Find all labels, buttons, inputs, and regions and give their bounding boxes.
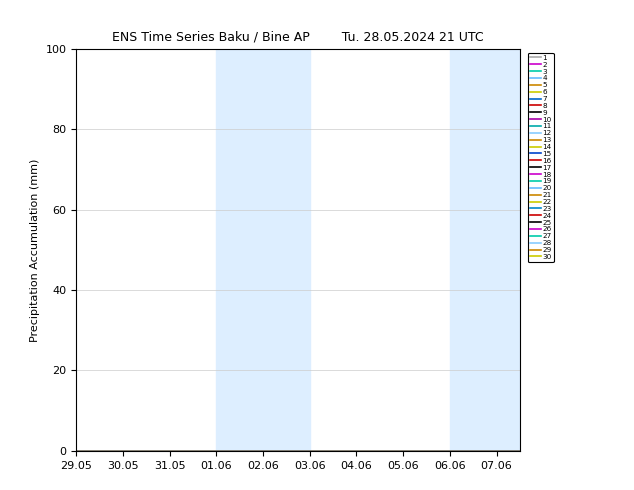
Legend: 1, 2, 3, 4, 5, 6, 7, 8, 9, 10, 11, 12, 13, 14, 15, 16, 17, 18, 19, 20, 21, 22, 2: 1, 2, 3, 4, 5, 6, 7, 8, 9, 10, 11, 12, 1… (528, 52, 553, 262)
Bar (216, 49, 309, 451)
Bar (450, 49, 543, 451)
Y-axis label: Precipitation Accumulation (mm): Precipitation Accumulation (mm) (30, 158, 40, 342)
Title: ENS Time Series Baku / Bine AP        Tu. 28.05.2024 21 UTC: ENS Time Series Baku / Bine AP Tu. 28.05… (112, 31, 484, 44)
